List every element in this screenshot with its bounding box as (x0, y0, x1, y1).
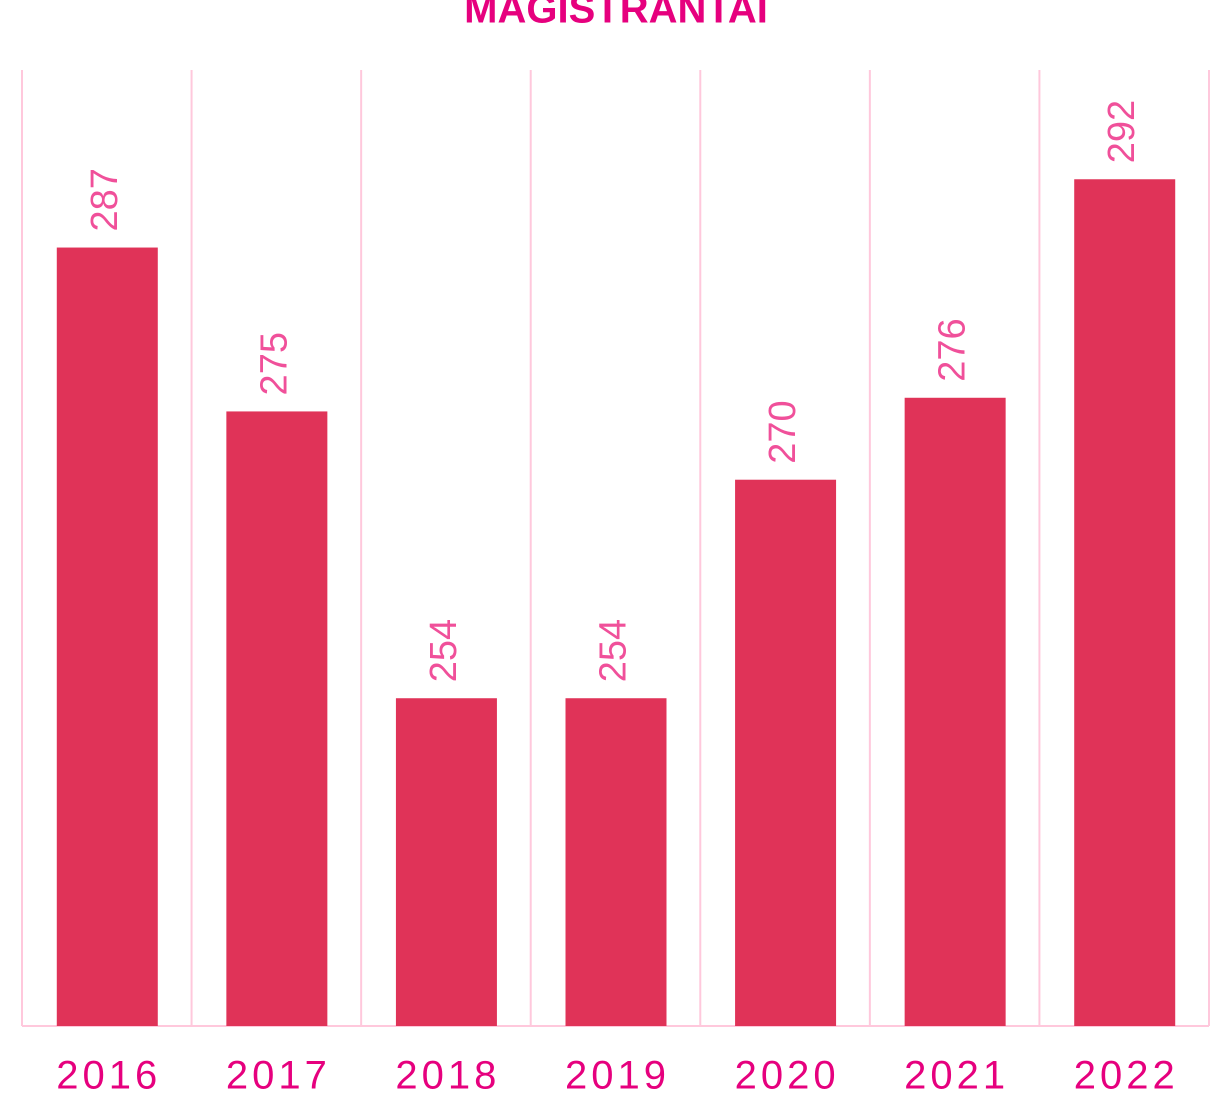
value-label: 254 (593, 619, 635, 682)
x-tick-label: 2016 (56, 1054, 161, 1098)
x-tick-label: 2022 (1074, 1054, 1179, 1098)
chart-title: MAGISTRANTAI (464, 0, 768, 32)
x-tick-label: 2021 (904, 1054, 1009, 1098)
bar (565, 698, 667, 1026)
bar (904, 397, 1006, 1026)
value-label: 275 (253, 332, 295, 395)
value-label: 270 (762, 400, 804, 463)
x-tick-label: 2018 (395, 1054, 500, 1098)
value-label: 276 (932, 318, 974, 381)
x-tick-label: 2017 (226, 1054, 331, 1098)
x-tick-label: 2019 (565, 1054, 670, 1098)
bar (395, 698, 497, 1026)
value-label: 292 (1101, 100, 1143, 163)
bar (1074, 179, 1176, 1026)
bar (56, 247, 158, 1027)
bar (735, 479, 837, 1026)
value-label: 287 (84, 168, 126, 231)
value-label: 254 (423, 619, 465, 682)
bar (226, 411, 328, 1026)
x-tick-label: 2020 (735, 1054, 840, 1098)
